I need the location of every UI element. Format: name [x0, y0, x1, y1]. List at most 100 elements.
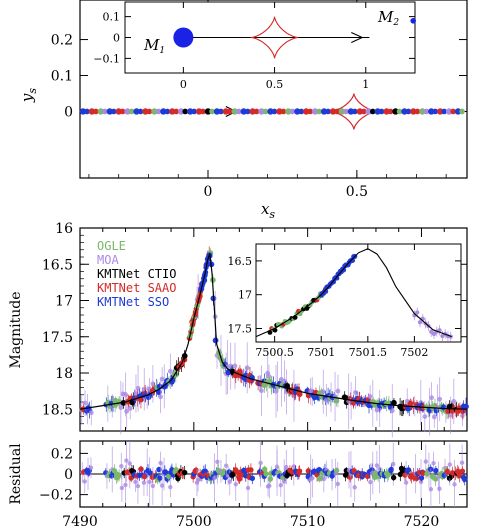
source-track-point	[178, 108, 185, 115]
x-tick-label: 7500	[176, 514, 212, 530]
planetary-caustic	[330, 93, 378, 130]
residual-point	[418, 479, 424, 485]
data-point	[88, 410, 94, 416]
legend-entry: KMTNet SAAO	[97, 281, 176, 295]
source-track-point	[160, 108, 167, 115]
y-tick-label: 18.5	[42, 402, 73, 418]
y-tick-label: 0	[64, 467, 73, 483]
residual-point	[333, 467, 340, 474]
source-track-point	[253, 108, 260, 115]
residual-point	[461, 476, 468, 482]
y-tick-label: 0.2	[51, 33, 73, 49]
source-track-point	[289, 108, 296, 115]
inset-data-point	[350, 257, 356, 263]
y-tick-label: 16	[55, 221, 73, 237]
residual-point	[147, 470, 154, 476]
data-point	[335, 388, 341, 394]
source-track-point	[115, 108, 122, 115]
residual-point	[335, 481, 340, 487]
residual-point	[437, 486, 442, 491]
source-track-point	[445, 108, 453, 115]
inset-x-tick-label: 7501.5	[349, 346, 388, 359]
source-track-point	[396, 108, 403, 115]
source-track-point	[285, 108, 292, 115]
source-track-point	[106, 108, 113, 115]
source-track-point	[213, 108, 221, 115]
source-track-point	[204, 108, 212, 115]
residual-point	[352, 485, 357, 490]
residual-point	[390, 474, 397, 481]
source-track-point	[387, 108, 394, 115]
residual-point	[193, 467, 199, 473]
y-tick-label: 17.5	[42, 330, 73, 346]
source-track-point	[128, 108, 135, 115]
trajectory-frame	[79, 0, 468, 179]
source-track-point	[186, 108, 194, 115]
data-point	[389, 408, 395, 414]
source-track-point	[437, 108, 444, 115]
source-track-point	[329, 108, 337, 115]
inset-x-tick-label: 7502	[400, 346, 428, 359]
residual-point	[116, 472, 122, 478]
residual-point	[459, 460, 465, 465]
legend-entry: OGLE	[97, 239, 126, 253]
source-track-point	[361, 108, 367, 115]
source-track-point	[410, 108, 417, 115]
inset-x-tick-label: 7500.5	[255, 346, 294, 359]
data-point	[431, 414, 437, 420]
residual-point	[195, 477, 201, 483]
source-track-point	[182, 108, 189, 115]
source-track-point	[352, 108, 358, 115]
residual-point	[168, 484, 173, 490]
x-tick-label: 0	[204, 184, 213, 200]
data-point	[429, 395, 435, 401]
lens-m2-marker	[410, 17, 416, 24]
data-point	[244, 365, 250, 371]
magnitude-ylabel: Magnitude	[8, 291, 24, 368]
source-track-point	[110, 108, 117, 115]
source-track-point	[249, 108, 256, 115]
source-track-point	[459, 108, 465, 115]
source-track-point	[454, 108, 462, 115]
source-track-point	[383, 108, 390, 115]
residual-point	[175, 475, 181, 482]
source-track-point	[428, 108, 435, 115]
inset-x-tick-label: 0	[180, 78, 187, 91]
residual-point	[258, 460, 263, 466]
data-point	[448, 403, 455, 410]
source-track-point	[151, 108, 158, 115]
source-track-point	[307, 108, 314, 115]
source-track-point	[97, 108, 105, 115]
source-track-point	[401, 108, 408, 115]
residual-point	[261, 466, 268, 472]
peak-inset: 7500.5 7501 7501.5 7502 16.5 17 17.5	[228, 243, 462, 359]
legend-entry: MOA	[97, 253, 119, 267]
source-track-point	[423, 108, 430, 115]
data-point	[422, 414, 428, 419]
source-track-point	[369, 108, 376, 115]
residual-point	[441, 472, 447, 479]
source-track-point	[93, 108, 99, 115]
residual-point	[403, 480, 409, 485]
residual-point	[391, 461, 396, 467]
residual-point	[202, 468, 208, 474]
source-track-point	[231, 108, 238, 115]
source-track-point	[338, 108, 346, 115]
source-track-point	[133, 108, 140, 115]
inset-data-point	[334, 275, 340, 281]
peak-inset-model-curve	[255, 248, 452, 338]
residual-point	[157, 475, 163, 481]
residual-panel: 0.2 0 −0.2 7490 7500 7510 7520 Residual	[8, 440, 468, 530]
legend-entry: KMTNet CTIO	[97, 267, 176, 281]
y-tick-label: 18	[55, 366, 73, 382]
data-point	[448, 412, 454, 418]
source-track-point	[280, 108, 287, 115]
residual-point	[423, 459, 428, 464]
source-track-point	[267, 108, 274, 115]
source-track-point	[88, 108, 96, 115]
source-track-point	[258, 108, 265, 115]
source-track-point	[325, 108, 331, 115]
residual-point	[133, 479, 138, 485]
source-track-point	[169, 108, 176, 115]
residual-point	[444, 468, 451, 475]
